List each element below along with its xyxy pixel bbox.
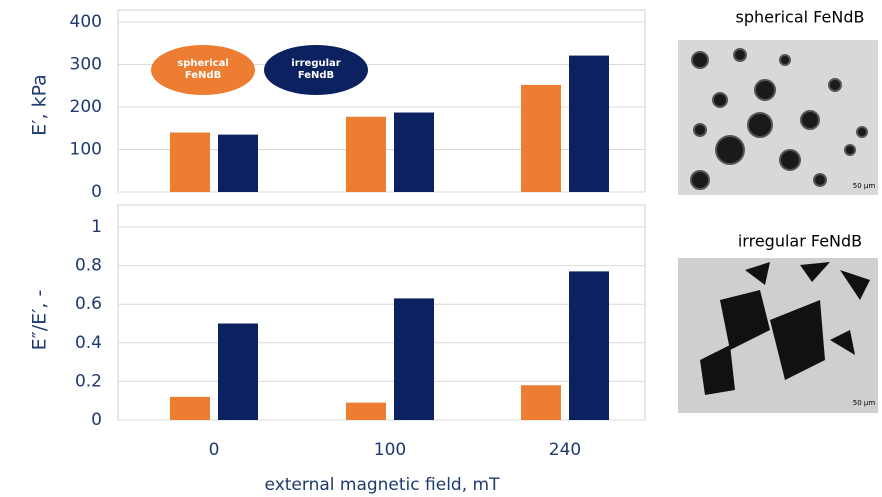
legend-entry: irregular FeNdB bbox=[264, 45, 368, 95]
y-tick-label: 300 bbox=[70, 55, 102, 75]
y-tick-label: 0.6 bbox=[75, 294, 102, 314]
plot-frame bbox=[118, 205, 645, 420]
scale-label: 50 µm bbox=[853, 399, 876, 407]
bar bbox=[346, 403, 386, 420]
x-tick-label: 240 bbox=[549, 440, 581, 460]
y-tick-label: 0.2 bbox=[75, 371, 102, 391]
bar bbox=[569, 56, 609, 192]
y-axis-label: E′, kPa bbox=[29, 74, 51, 136]
bar bbox=[394, 298, 434, 420]
y-tick-label: 0 bbox=[91, 410, 102, 430]
y-tick-label: 0.4 bbox=[75, 333, 102, 353]
bar bbox=[521, 385, 561, 420]
page: E′, kPa E″/E′, - external magnetic field… bbox=[0, 0, 882, 497]
bar bbox=[218, 324, 258, 421]
y-tick-label: 200 bbox=[70, 97, 102, 117]
bar bbox=[218, 135, 258, 192]
x-tick-label: 100 bbox=[374, 440, 406, 460]
scale-label: 50 µm bbox=[853, 182, 876, 190]
bar bbox=[170, 397, 210, 420]
micrograph: 50 µm bbox=[678, 258, 878, 413]
image-title: irregular FeNdB bbox=[738, 232, 862, 251]
bar bbox=[394, 113, 434, 192]
micrograph: 50 µm bbox=[678, 40, 878, 195]
y-tick-label: 100 bbox=[70, 140, 102, 160]
bar bbox=[346, 117, 386, 192]
bar bbox=[569, 271, 609, 420]
y-tick-label: 0 bbox=[91, 182, 102, 202]
y-tick-label: 1 bbox=[91, 217, 102, 237]
bar bbox=[521, 85, 561, 192]
y-tick-label: 0.8 bbox=[75, 256, 102, 276]
y-tick-label: 400 bbox=[70, 12, 102, 32]
y-axis-label: E″/E′, - bbox=[29, 290, 51, 351]
image-title: spherical FeNdB bbox=[736, 8, 865, 27]
chart: E′, kPa E″/E′, - external magnetic field… bbox=[0, 0, 882, 497]
legend-entry: spherical FeNdB bbox=[151, 45, 255, 95]
bar bbox=[170, 133, 210, 193]
x-tick-label: 0 bbox=[209, 440, 220, 460]
x-axis-label: external magnetic field, mT bbox=[265, 475, 501, 495]
